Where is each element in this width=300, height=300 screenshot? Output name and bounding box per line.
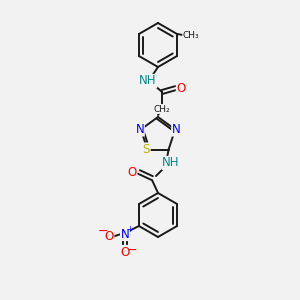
Text: N: N — [172, 123, 181, 136]
Text: N: N — [121, 227, 129, 241]
Text: O: O — [120, 245, 130, 259]
Text: +: + — [127, 224, 134, 233]
Text: NH: NH — [139, 74, 157, 88]
Text: −: − — [98, 224, 108, 238]
Text: O: O — [176, 82, 186, 94]
Text: O: O — [128, 166, 136, 178]
Text: O: O — [104, 230, 114, 242]
Text: CH₃: CH₃ — [183, 32, 200, 40]
Text: NH: NH — [162, 157, 180, 169]
Text: N: N — [136, 123, 144, 136]
Text: S: S — [143, 143, 150, 156]
Text: CH₂: CH₂ — [154, 104, 170, 113]
Text: −: − — [127, 244, 137, 256]
